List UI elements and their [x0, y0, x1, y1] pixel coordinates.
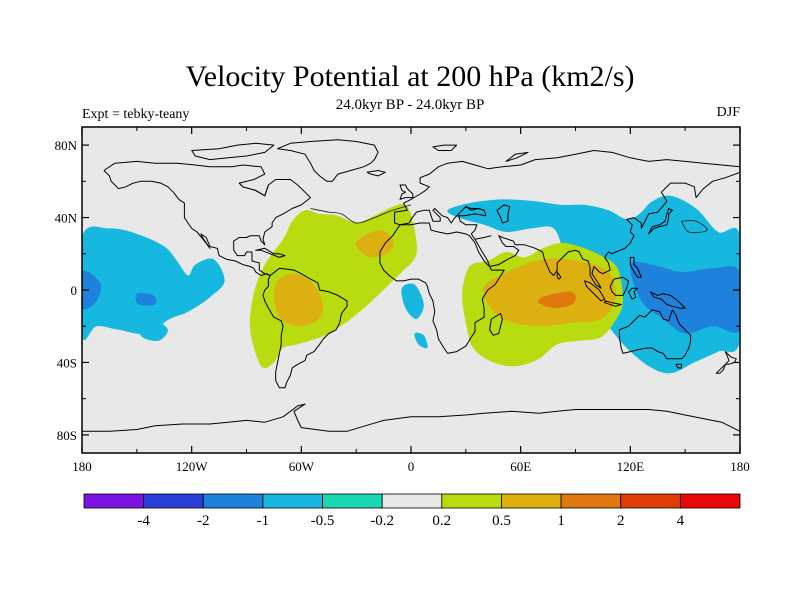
colorbar-label-0: -4 [137, 513, 150, 529]
coast-black-sea-north [461, 206, 485, 211]
contour-lines [310, 204, 708, 234]
x-axis: 180 120W 60W 0 60E 120E 180 [72, 127, 750, 474]
coast-new-guinea [649, 291, 686, 309]
region-south-america-core [273, 273, 324, 327]
coast-tasmania [675, 363, 682, 369]
coast-borneo [609, 276, 629, 296]
coast-cuba-hispaniola [255, 247, 286, 258]
colorbar-label-6: 0.5 [492, 513, 511, 529]
colorbar-box-8 [560, 493, 622, 509]
colorbar-box-2 [202, 493, 264, 509]
region-atlantic-positive-core [355, 230, 394, 258]
colorbar: -4 -2 -1 -0.5 -0.2 0.2 0.5 1 2 4 [83, 493, 741, 529]
coast-japan [648, 208, 673, 235]
coast-philippines [629, 256, 642, 278]
y-tick-label-4: 80S [57, 428, 77, 443]
coast-africa-coast [379, 222, 505, 354]
region-south-atlantic-negative-2 [414, 332, 428, 349]
colorbar-label-5: 0.2 [432, 513, 451, 529]
region-indian-ocean-core [482, 258, 616, 327]
colorbar-box-10 [679, 493, 741, 509]
coast-arctic-islands [191, 142, 275, 161]
coast-novaya-zemlya [505, 151, 529, 162]
coast-europe-asia-coast [394, 150, 740, 223]
y-tick-label-0: 80N [55, 138, 78, 153]
colorbar-box-7 [501, 493, 562, 509]
x-tick-label-3: 0 [408, 459, 415, 474]
x-tick-label-6: 180 [730, 459, 750, 474]
coast-caspian [496, 204, 511, 224]
x-tick-label-1: 120W [176, 459, 209, 474]
coast-java [604, 300, 622, 307]
coast-madagascar [489, 313, 503, 336]
x-tick-label-4: 60E [510, 459, 531, 474]
coast-greenland-coast [277, 139, 379, 182]
coast-hudson-bay [238, 182, 269, 197]
coast-new-zealand [715, 351, 737, 374]
colorbar-label-3: -0.5 [311, 513, 335, 529]
coast-british-isles [399, 184, 414, 200]
colorbar-label-7: 1 [557, 513, 565, 529]
region-west-pacific-core-extra [663, 280, 682, 305]
coast-south-america-coast [262, 267, 348, 389]
coast-australia-coast [618, 309, 692, 360]
experiment-label: Expt = tebky-teany [82, 107, 189, 122]
coast-sumatra [584, 280, 606, 302]
coast-iceland [366, 170, 386, 177]
contour-atlantic-40n-line [310, 204, 412, 224]
region-indian-ocean-core-2 [538, 291, 576, 309]
colorbar-label-9: 4 [677, 513, 685, 529]
coast-sulawesi [628, 287, 639, 300]
colorbar-box-0 [83, 493, 145, 509]
y-tick-label-3: 40S [57, 355, 77, 370]
coast-arabia-inland [474, 235, 492, 240]
chart-subtitle: 24.0kyr BP - 24.0kyr BP [336, 97, 485, 113]
colorbar-box-1 [143, 493, 204, 509]
colorbar-box-3 [262, 493, 323, 509]
y-axis: 80N 40N 0 40S 80S [55, 138, 740, 443]
colorbar-label-4: -0.2 [370, 513, 394, 529]
y-tick-label-2: 0 [71, 283, 78, 298]
region-south-atlantic-negative [401, 283, 424, 320]
colorbar-label-2: -1 [257, 513, 270, 529]
colorbar-box-9 [620, 493, 681, 509]
coast-sri-lanka [556, 271, 562, 280]
y-tick-label-1: 40N [55, 211, 78, 226]
x-tick-label-0: 180 [72, 459, 92, 474]
region-pacific-core-weak-2 [135, 292, 157, 306]
colorbar-box-4 [322, 493, 383, 509]
coast-antarctica [82, 403, 740, 432]
coastlines [82, 139, 740, 432]
x-tick-label-5: 120E [617, 459, 645, 474]
region-pacific-core-weak [82, 270, 102, 310]
region-central-pacific-negative [82, 226, 225, 341]
region-se-pacific-negative [139, 320, 168, 342]
region-west-pacific-core [630, 261, 740, 334]
chart-title: Velocity Potential at 200 hPa (km2/s) [185, 60, 634, 93]
colorbar-box-5 [381, 493, 443, 509]
season-label: DJF [717, 105, 741, 120]
colorbar-label-8: 2 [617, 513, 625, 529]
colorbar-label-1: -2 [197, 513, 210, 529]
coast-svalbard [432, 144, 458, 151]
colorbar-box-6 [441, 493, 502, 509]
x-tick-label-2: 60W [289, 459, 315, 474]
contour-pacific-cap-line [681, 220, 708, 234]
